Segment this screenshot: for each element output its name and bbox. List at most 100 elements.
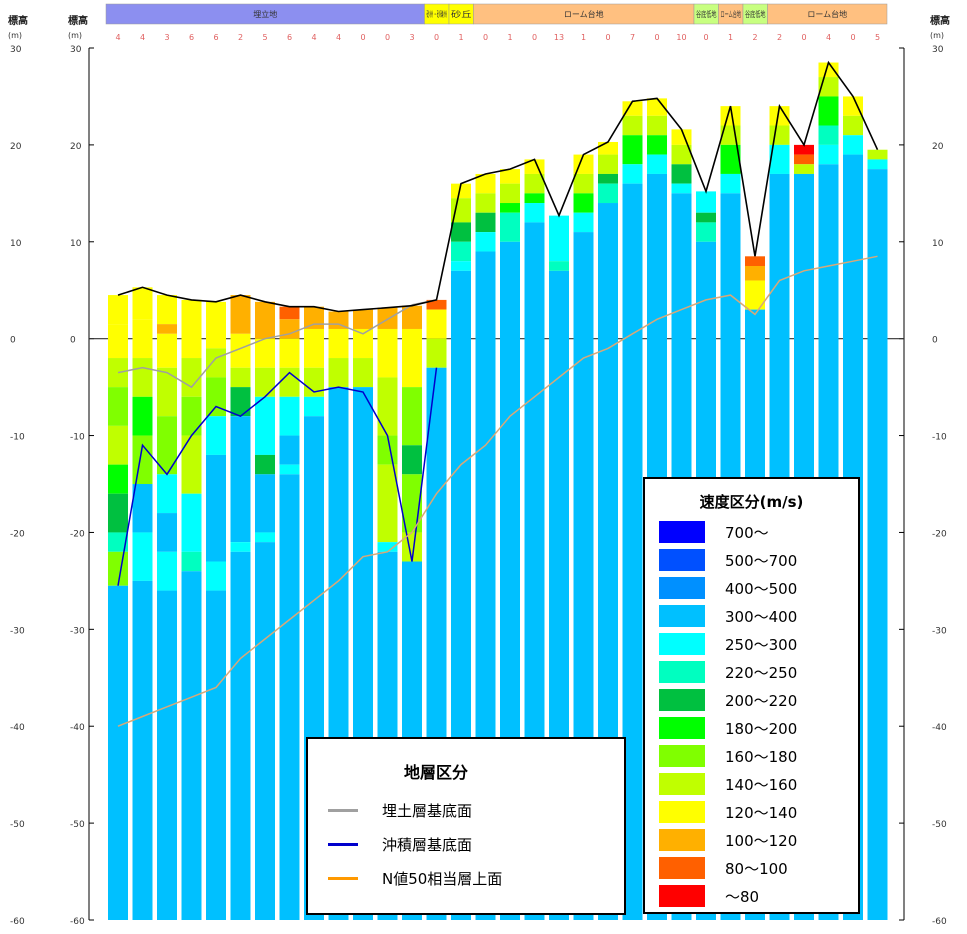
yunit-left-inner: (m): [68, 31, 82, 40]
bar-segment-22-1: [647, 115, 667, 136]
bar-segment-17-2: [524, 193, 545, 204]
bar-segment-2-4: [157, 416, 177, 475]
bar-segment-5-2: [230, 367, 251, 388]
bar-segment-19-1: [573, 173, 594, 194]
ylabel-left-inner: 標高: [68, 14, 88, 27]
velocity-legend-label-1: 500～700: [725, 551, 798, 570]
bar-segment-6-1: [255, 338, 275, 368]
bar-segment-31-1: [867, 159, 888, 170]
bar-segment-2-1: [157, 324, 177, 334]
velocity-legend-label-11: 100～120: [725, 831, 798, 850]
ytick-right--60: -60: [932, 917, 947, 927]
bar-segment-24-0: [696, 191, 716, 213]
bar-segment-15-1: [475, 193, 496, 213]
line-ground-surface: [117, 60, 879, 313]
ytick-right-30: 30: [932, 45, 944, 55]
bar-segment-4-0: [206, 301, 226, 349]
count-label-21: 7: [630, 33, 635, 42]
ytick-outer-left-20: 20: [10, 142, 22, 152]
velocity-legend-item-6: 200～220: [659, 686, 858, 714]
velocity-legend-swatch-4: [659, 633, 705, 655]
bar-segment-27-2: [769, 144, 790, 174]
strata-legend-swatch-2: [328, 876, 358, 880]
bar-segment-2-0: [157, 295, 177, 325]
bar-segment-30-1: [843, 115, 863, 136]
velocity-legend-swatch-0: [659, 521, 705, 543]
bar-segment-4-4: [206, 454, 226, 562]
bar-segment-22-2: [647, 135, 667, 155]
velocity-legend-item-1: 500～700: [659, 546, 858, 574]
count-label-4: 6: [213, 33, 218, 42]
bar-segment-1-7: [132, 580, 153, 920]
bar-segment-11-0: [377, 307, 398, 329]
ylabel-right: 標高: [930, 14, 950, 27]
bar-column-4: [206, 301, 226, 920]
bar-segment-7-6: [279, 464, 300, 475]
ytick-outer-left-0: 0: [10, 336, 16, 346]
velocity-legend: 速度区分(m/s) 700～ 500～700 400～500 300～400 250～3…: [643, 477, 860, 914]
bar-segment-29-4: [818, 144, 839, 165]
bar-segment-21-1: [622, 115, 643, 136]
velocity-legend-item-0: 700～: [659, 518, 858, 546]
bar-segment-20-2: [598, 173, 618, 184]
ytick-inner-left--60: -60: [70, 917, 85, 927]
bar-segment-31-0: [867, 149, 888, 160]
count-label-28: 0: [801, 33, 806, 42]
bar-segment-12-1: [402, 328, 422, 388]
bar-segment-19-2: [573, 193, 594, 213]
strata-legend-swatch-0: [328, 808, 358, 812]
ytick-inner-left-0: 0: [70, 336, 76, 346]
yunit-right: (m): [930, 31, 944, 40]
bar-segment-14-4: [451, 261, 471, 271]
bar-segment-15-3: [475, 232, 496, 252]
bar-segment-7-7: [279, 474, 300, 920]
bar-segment-23-3: [671, 183, 692, 194]
line-series-0: [117, 299, 437, 389]
velocity-legend-label-8: 160～180: [725, 747, 798, 766]
ytick-right--20: -20: [932, 529, 947, 539]
bar-segment-3-0: [181, 299, 202, 359]
count-label-22: 0: [654, 33, 659, 42]
bar-segment-1-0: [132, 287, 153, 320]
velocity-legend-label-6: 200～220: [725, 691, 798, 710]
velocity-legend-swatch-7: [659, 717, 705, 739]
ytick-outer-left--10: -10: [10, 433, 25, 443]
strata-legend-label-2: N値50相当層上面: [382, 869, 503, 888]
bar-segment-5-1: [230, 333, 251, 368]
bar-segment-8-0: [304, 306, 324, 329]
ytick-inner-left--40: -40: [70, 723, 85, 733]
ytick-inner-left--10: -10: [70, 433, 85, 443]
bar-segment-3-6: [181, 571, 202, 920]
velocity-legend-item-2: 400～500: [659, 574, 858, 602]
velocity-legend-label-0: 700～: [725, 523, 769, 542]
velocity-legend-label-13: ～80: [725, 887, 760, 906]
bar-segment-18-0: [549, 215, 569, 262]
yunit-left-outer: (m): [8, 31, 22, 40]
line-series-1: [117, 367, 438, 586]
bar-column-3: [181, 299, 202, 920]
ytick-outer-left--20: -20: [10, 529, 25, 539]
count-label-3: 6: [189, 33, 194, 42]
velocity-legend-swatch-2: [659, 577, 705, 599]
velocity-legend-item-12: 80～100: [659, 854, 858, 882]
bar-column-31: [867, 149, 888, 921]
bar-segment-7-4: [279, 396, 300, 436]
bar-segment-22-3: [647, 154, 667, 174]
velocity-legend-label-7: 180～200: [725, 719, 798, 738]
velocity-legend-item-7: 180～200: [659, 714, 858, 742]
bar-segment-29-0: [818, 62, 839, 78]
bar-segment-6-5: [255, 474, 275, 533]
count-label-6: 5: [262, 33, 267, 42]
strata-legend-title: 地層区分: [403, 763, 468, 782]
bar-segment-13-1: [426, 309, 447, 339]
bar-segment-24-2: [696, 222, 716, 242]
bar-segment-4-1: [206, 348, 226, 378]
velocity-legend-swatch-6: [659, 689, 705, 711]
bar-segment-1-4: [132, 435, 153, 484]
bar-segment-7-3: [279, 367, 300, 397]
bar-segment-16-2: [500, 203, 520, 213]
bar-segment-17-1: [524, 173, 545, 194]
count-label-11: 0: [385, 33, 390, 42]
bar-column-6: [255, 301, 275, 920]
